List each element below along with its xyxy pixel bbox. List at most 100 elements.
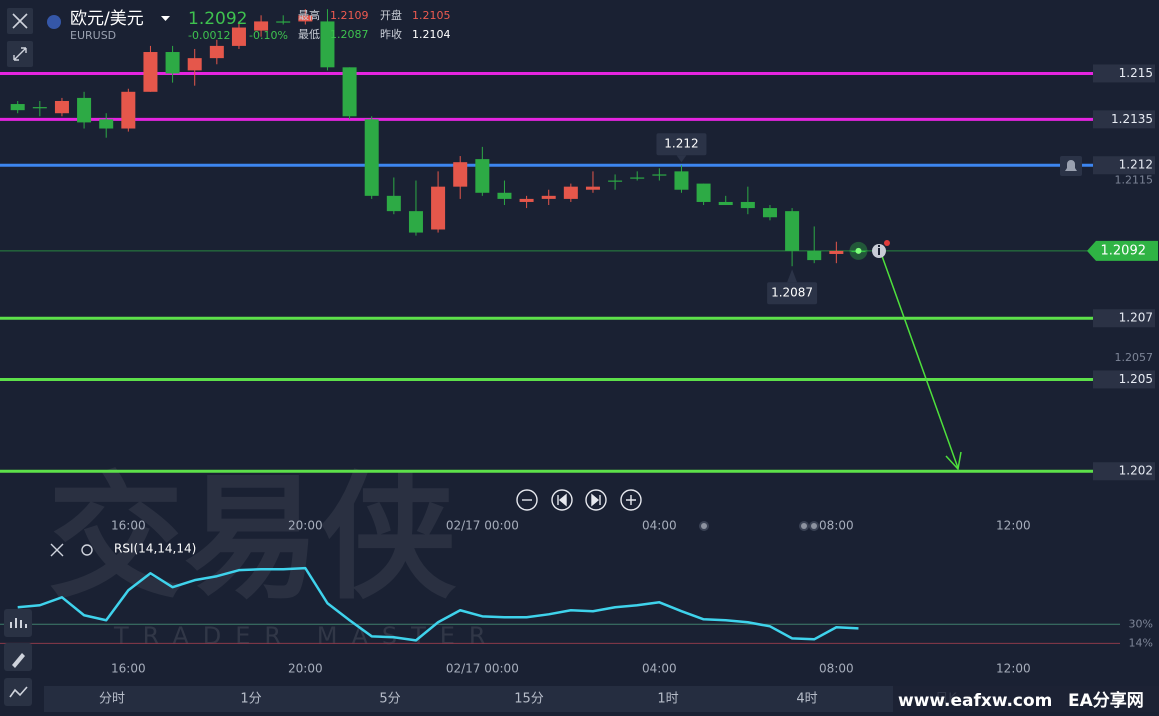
- level-label-box: [1093, 110, 1155, 129]
- flag-icon: [47, 15, 61, 29]
- live-dot: [855, 247, 862, 254]
- level-label-box: [1093, 462, 1155, 481]
- annotation-pointer: [676, 155, 687, 163]
- annotation-label: 1.212: [664, 137, 698, 151]
- level-label: 1.212: [1119, 158, 1153, 172]
- watermark-site-name: EA分享网: [1068, 690, 1144, 711]
- annotation-box: [656, 133, 707, 156]
- open: 1.2105: [412, 9, 451, 22]
- watermark-brand-en: TRADER MASTER: [113, 622, 500, 650]
- candle-body: [364, 119, 379, 196]
- candle-body: [497, 192, 512, 199]
- candle-body: [320, 21, 335, 68]
- candle-body: [762, 208, 777, 218]
- symbol-name[interactable]: 欧元/美元: [70, 9, 144, 29]
- x-tick-label: 04:00: [642, 519, 677, 533]
- collapse-button[interactable]: [7, 41, 33, 67]
- x-tick-label: 20:00: [288, 519, 323, 533]
- candle-body: [342, 67, 357, 117]
- candle-body: [187, 58, 202, 71]
- timeframe-tab[interactable]: 4时: [796, 692, 817, 707]
- y-tick-label: 1.2057: [1115, 351, 1154, 364]
- timeframe-tab[interactable]: 1时: [657, 692, 678, 707]
- rsi-x-tick-label: 12:00: [996, 662, 1031, 676]
- level-label: 1.207: [1119, 311, 1153, 325]
- candles: 1.212 1.2087: [10, 9, 868, 305]
- timeframe-tab[interactable]: 1分: [240, 692, 261, 707]
- rsi-settings[interactable]: [81, 544, 93, 556]
- playback-controls: [516, 489, 642, 511]
- close-button[interactable]: [7, 8, 33, 34]
- dropdown-icon[interactable]: [161, 16, 170, 21]
- candle-body: [652, 174, 667, 176]
- alert-bell[interactable]: [1060, 156, 1082, 176]
- low-label: 最低: [298, 28, 320, 41]
- tool-indicator[interactable]: [4, 609, 32, 637]
- axes: 1.2115 1.2057 16:00 20:00 02/17 00:00 04:00 08…: [111, 174, 1153, 533]
- candle-body: [718, 201, 733, 206]
- timeframe-tab[interactable]: 5分: [379, 692, 400, 707]
- candle-body: [209, 45, 224, 59]
- candle-body: [298, 15, 313, 22]
- x-tick-label: 16:00: [111, 519, 146, 533]
- high-label: 最高: [298, 8, 320, 22]
- prev-close: 1.2104: [412, 28, 451, 41]
- candle-body: [563, 186, 578, 199]
- level-label-box: [1093, 309, 1155, 328]
- x-tick-label: 08:00: [819, 519, 854, 533]
- level-label-box: [1093, 64, 1155, 83]
- candle-body: [254, 21, 269, 31]
- trend-arrow: [881, 255, 962, 471]
- rsi-y-tick-label: 30%: [1129, 617, 1153, 630]
- candle-body: [10, 104, 25, 111]
- annotation-box: [767, 282, 818, 305]
- annotation-pointer: [787, 269, 798, 283]
- zoom-in[interactable]: [620, 489, 642, 511]
- watermark-bg: [893, 686, 1159, 714]
- step-forward[interactable]: [585, 489, 607, 511]
- rsi-x-tick-label: 16:00: [111, 662, 146, 676]
- rsi-panel: 30% 14% 16:00 20:00 02/17 00:00 04:00 08:00 12:…: [0, 542, 1153, 676]
- candle-body: [740, 201, 755, 209]
- candle-body: [630, 177, 645, 179]
- annotation-label: 1.2087: [771, 286, 813, 300]
- candle-body: [143, 52, 158, 92]
- candle-body: [165, 52, 180, 74]
- prev-close-label: 昨收: [380, 27, 402, 41]
- timeframe-tab[interactable]: 分时: [99, 692, 125, 707]
- step-back[interactable]: [551, 489, 573, 511]
- candle-body: [431, 186, 446, 230]
- rsi-legend: RSI(14,14,14): [114, 542, 196, 556]
- level-label: 1.202: [1119, 464, 1153, 478]
- level-label: 1.215: [1119, 66, 1153, 80]
- tool-draw[interactable]: [4, 643, 32, 671]
- candle-body: [54, 100, 69, 114]
- last-price: 1.2092: [188, 9, 247, 29]
- info-icon[interactable]: [872, 240, 890, 258]
- candle-body: [276, 21, 291, 23]
- rsi-close[interactable]: [50, 543, 64, 557]
- candle-body: [231, 27, 246, 46]
- candle-body: [386, 195, 401, 212]
- level-label: 1.2135: [1111, 112, 1153, 126]
- candle-body: [696, 183, 711, 202]
- tool-chart[interactable]: [4, 678, 32, 706]
- level-label: 1.205: [1119, 372, 1153, 386]
- event-dots: [699, 521, 819, 531]
- rsi-x-tick-label: 04:00: [642, 662, 677, 676]
- left-tools: [4, 609, 32, 706]
- candle-body: [541, 195, 556, 199]
- candle-body: [585, 186, 600, 190]
- candle-body: [453, 162, 468, 187]
- zoom-out[interactable]: [516, 489, 538, 511]
- watermark-site: www.eafxw.com: [898, 691, 1052, 711]
- timeframe-tab[interactable]: 15分: [514, 692, 544, 707]
- change-pct: -0.10%: [249, 29, 288, 42]
- level-label-box: [1093, 370, 1155, 389]
- rsi-x-tick-label: 08:00: [819, 662, 854, 676]
- level-label-box: [1093, 156, 1155, 175]
- candle-body: [608, 180, 623, 182]
- low: 1.2087: [330, 28, 369, 41]
- x-tick-label: 12:00: [996, 519, 1031, 533]
